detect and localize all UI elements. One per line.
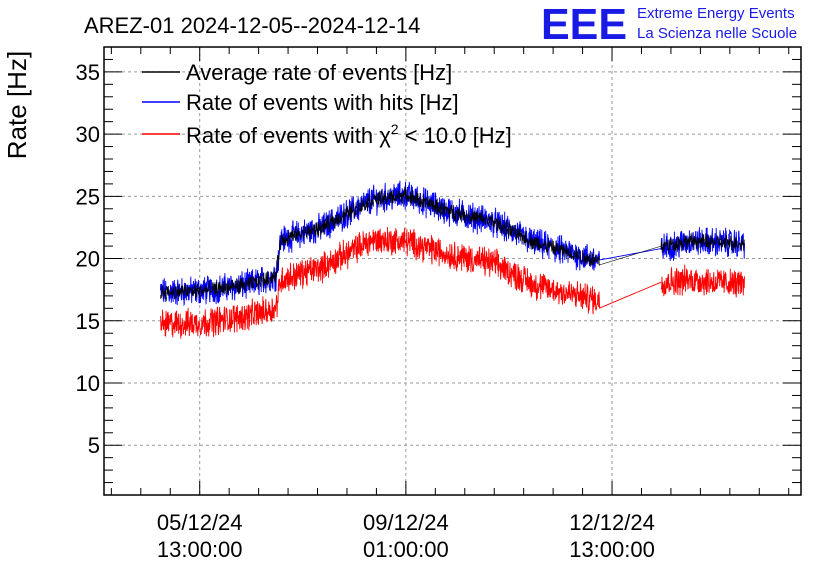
y-tick-label: 30 — [76, 122, 100, 147]
axes: 510152025303505/12/2413:00:0009/12/2401:… — [76, 46, 801, 562]
eee-logo-mark: EEE — [541, 0, 627, 49]
series-line-1 — [159, 180, 745, 307]
logo-line-1: Extreme Energy Events — [637, 5, 795, 22]
legend-chi2-prefix: Rate of events with — [186, 123, 379, 148]
eee-logo: EEE Extreme Energy Events La Scienza nel… — [541, 0, 797, 49]
series-line-2 — [159, 227, 745, 339]
y-tick-label: 10 — [76, 371, 100, 396]
y-tick-label: 20 — [76, 247, 100, 272]
legend-chi2-symbol: χ — [379, 123, 391, 148]
series-line-0 — [160, 186, 745, 302]
y-tick-label: 25 — [76, 184, 100, 209]
legend-chi2-sup: 2 — [391, 121, 399, 137]
x-tick-label-time: 13:00:00 — [569, 537, 655, 562]
series-layer — [159, 180, 745, 339]
legend-chi2-suffix: < 10.0 [Hz] — [399, 123, 512, 148]
y-tick-label: 5 — [88, 433, 100, 458]
legend-label-chi2: Rate of events with χ2 < 10.0 [Hz] — [186, 121, 512, 148]
x-tick-label-date: 05/12/24 — [157, 510, 243, 535]
x-tick-label-time: 01:00:00 — [363, 537, 449, 562]
x-tick-label-date: 09/12/24 — [363, 510, 449, 535]
y-tick-label: 35 — [76, 60, 100, 85]
chart-title: AREZ-01 2024-12-05--2024-12-14 — [84, 13, 420, 38]
legend-label-average: Average rate of events [Hz] — [186, 60, 452, 85]
x-tick-label-date: 12/12/24 — [569, 510, 655, 535]
y-tick-label: 15 — [76, 309, 100, 334]
legend: Average rate of events [Hz] Rate of even… — [142, 60, 512, 148]
logo-line-2: La Scienza nelle Scuole — [637, 25, 797, 42]
legend-label-hits: Rate of events with hits [Hz] — [186, 90, 459, 115]
x-tick-label-time: 13:00:00 — [157, 537, 243, 562]
y-axis-label: Rate [Hz] — [2, 51, 32, 159]
